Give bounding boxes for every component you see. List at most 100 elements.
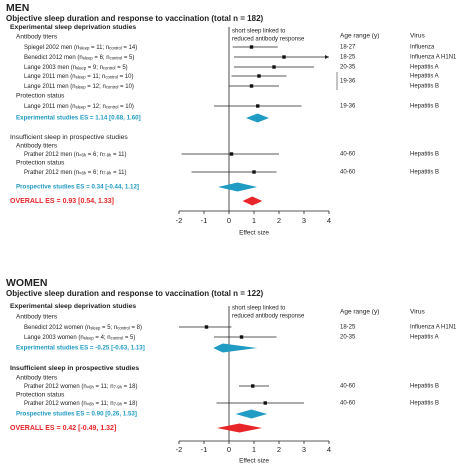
virus: Hepatitis A (410, 74, 439, 80)
study-label-part: 7-9h (103, 153, 112, 158)
study-label-part: <6h (79, 153, 87, 158)
age: 19-36 (340, 79, 356, 85)
study-label-part: sleep (79, 46, 90, 51)
study-label-part: sleep (84, 336, 95, 341)
sub-heading: Protection status (16, 392, 65, 399)
study-label-part: sleep (76, 105, 87, 110)
x-tick-label: 4 (327, 216, 331, 225)
study-label-part: = 11; n (86, 74, 106, 80)
point-estimate (204, 325, 209, 329)
study-label-part: Prather 2012 women (n (24, 384, 87, 390)
study-label-part: Spiegel 2002 men (n (24, 45, 79, 51)
study-label-part: sleep (90, 326, 101, 331)
study-label-part: <6h (79, 171, 87, 176)
annotation: short sleep linked to (232, 29, 286, 35)
virus: Hepatitis B (410, 104, 439, 110)
study-label-part: control (105, 75, 118, 80)
sub-heading: Antibody titers (16, 34, 58, 41)
section-heading: Insufficient sleep in prospective studie… (10, 365, 139, 372)
age: 19-36 (340, 104, 356, 110)
age-header: Age range (y) (340, 33, 379, 40)
study-label-part: = 5) (122, 55, 134, 61)
study-label-part: = 11) (111, 152, 126, 158)
study-label: Lange 2011 men (nsleep = 12; ncontrol = … (24, 84, 134, 90)
virus: Influenza A H1N1 (410, 55, 457, 61)
study-label-part: = 6; n (93, 55, 110, 61)
study-label-part: = 4; n (94, 335, 111, 341)
study-label-part: control (106, 105, 119, 110)
study-label: Lange 2003 women (nsleep = 4; ncontrol =… (24, 335, 135, 341)
study-label-part: = 18) (122, 401, 138, 407)
annotation: short sleep linked to (232, 306, 286, 312)
study-label-part: Lange 2011 men (n (24, 104, 76, 110)
virus: Influenza (410, 45, 435, 51)
study-label: Prather 2012 women (n<6h = 11; n7-9h = 1… (24, 401, 137, 407)
virus: Hepatitis B (410, 401, 439, 407)
age: 18-25 (340, 55, 356, 61)
study-label: Lange 2011 men (nsleep = 11; ncontrol = … (24, 74, 133, 80)
study-label-part: = 11) (111, 170, 126, 176)
summary-diamond (235, 409, 268, 419)
x-tick-label: 1 (252, 216, 256, 225)
panel-subtitle: Objective sleep duration and response to… (6, 289, 264, 298)
sub-heading: Antibody titers (16, 143, 58, 150)
annotation: reduced antibody response (232, 37, 305, 43)
summary-diamond (218, 182, 257, 192)
summary-label: Experimental studies ES = 1.14 [0.68, 1.… (16, 115, 141, 122)
age: 18-25 (340, 325, 356, 331)
x-tick-label: -2 (176, 445, 183, 454)
virus: Hepatitis A (410, 65, 439, 71)
study-label-part: = 10) (118, 84, 134, 90)
point-estimate (272, 65, 276, 69)
study-label: Spiegel 2002 men (nsleep = 11; ncontrol … (24, 45, 137, 51)
study-label-part: 7-9h (114, 402, 123, 407)
virus: Hepatitis B (410, 84, 439, 90)
study-label-part: = 6; n (86, 170, 103, 176)
study-label-part: Prather 2012 women (n (24, 401, 87, 407)
point-estimate (282, 55, 286, 59)
study-label-part: = 14) (122, 45, 138, 51)
virus-header: Virus (410, 33, 425, 40)
point-estimate (251, 384, 255, 388)
study-label-part: control (110, 56, 123, 61)
panel-subtitle: Objective sleep duration and response to… (6, 14, 264, 23)
point-estimate (239, 335, 244, 339)
study-label-part: control (103, 66, 116, 71)
virus: Influenza A H1N1 (410, 325, 457, 331)
study-label-part: Benedict 2012 men (n (24, 55, 83, 61)
summary-label: Experimental studies ES = -0.25 [-0.63, … (16, 345, 145, 352)
study-label-part: <6h (87, 402, 95, 407)
summary-label: Prospective studies ES = 0.34 [-0.44, 1.… (16, 184, 139, 191)
x-tick-label: 2 (277, 445, 281, 454)
section-heading: Experimental sleep deprivation studies (10, 24, 136, 31)
study-label-part: = 12; n (86, 104, 106, 110)
study-label-part: = 11; n (94, 384, 114, 390)
study-label-part: = 11; n (94, 401, 114, 407)
study-label: Lange 2003 men (nsleep = 9; ncontrol = 5… (24, 65, 128, 71)
study-label-part: control (106, 85, 119, 90)
x-tick-label: -2 (176, 216, 183, 225)
age: 40-60 (340, 384, 356, 390)
x-tick-label: -1 (201, 445, 208, 454)
study-label-part: = 12; n (86, 84, 106, 90)
study-label: Prather 2012 women (n<6h = 11; n7-9h = 1… (24, 384, 137, 390)
study-label-part: = 9; n (86, 65, 103, 71)
study-label-part: sleep (76, 66, 87, 71)
study-label-part: = 10) (118, 74, 134, 80)
study-label-part: = 5) (123, 335, 135, 341)
x-tick-label: 4 (327, 445, 331, 454)
study-label: Benedict 2012 women (nsleep = 5; ncontro… (24, 325, 142, 331)
x-tick-label: -1 (201, 216, 208, 225)
point-estimate (229, 152, 234, 156)
annotation: reduced antibody response (232, 314, 305, 320)
study-label-part: = 6; n (86, 152, 103, 158)
study-label-part: sleep (83, 56, 94, 61)
section-heading: Insufficient sleep in prospective studie… (10, 134, 128, 141)
age: 40-60 (340, 401, 356, 407)
panel-title: MEN (6, 2, 29, 14)
virus: Hepatitis B (410, 152, 439, 158)
study-label-part: = 8) (130, 325, 142, 331)
summary-label: Prospective studies ES = 0.90 [0.26, 1.5… (16, 411, 137, 418)
study-label-part: Prather 2012 men (n (24, 170, 79, 176)
